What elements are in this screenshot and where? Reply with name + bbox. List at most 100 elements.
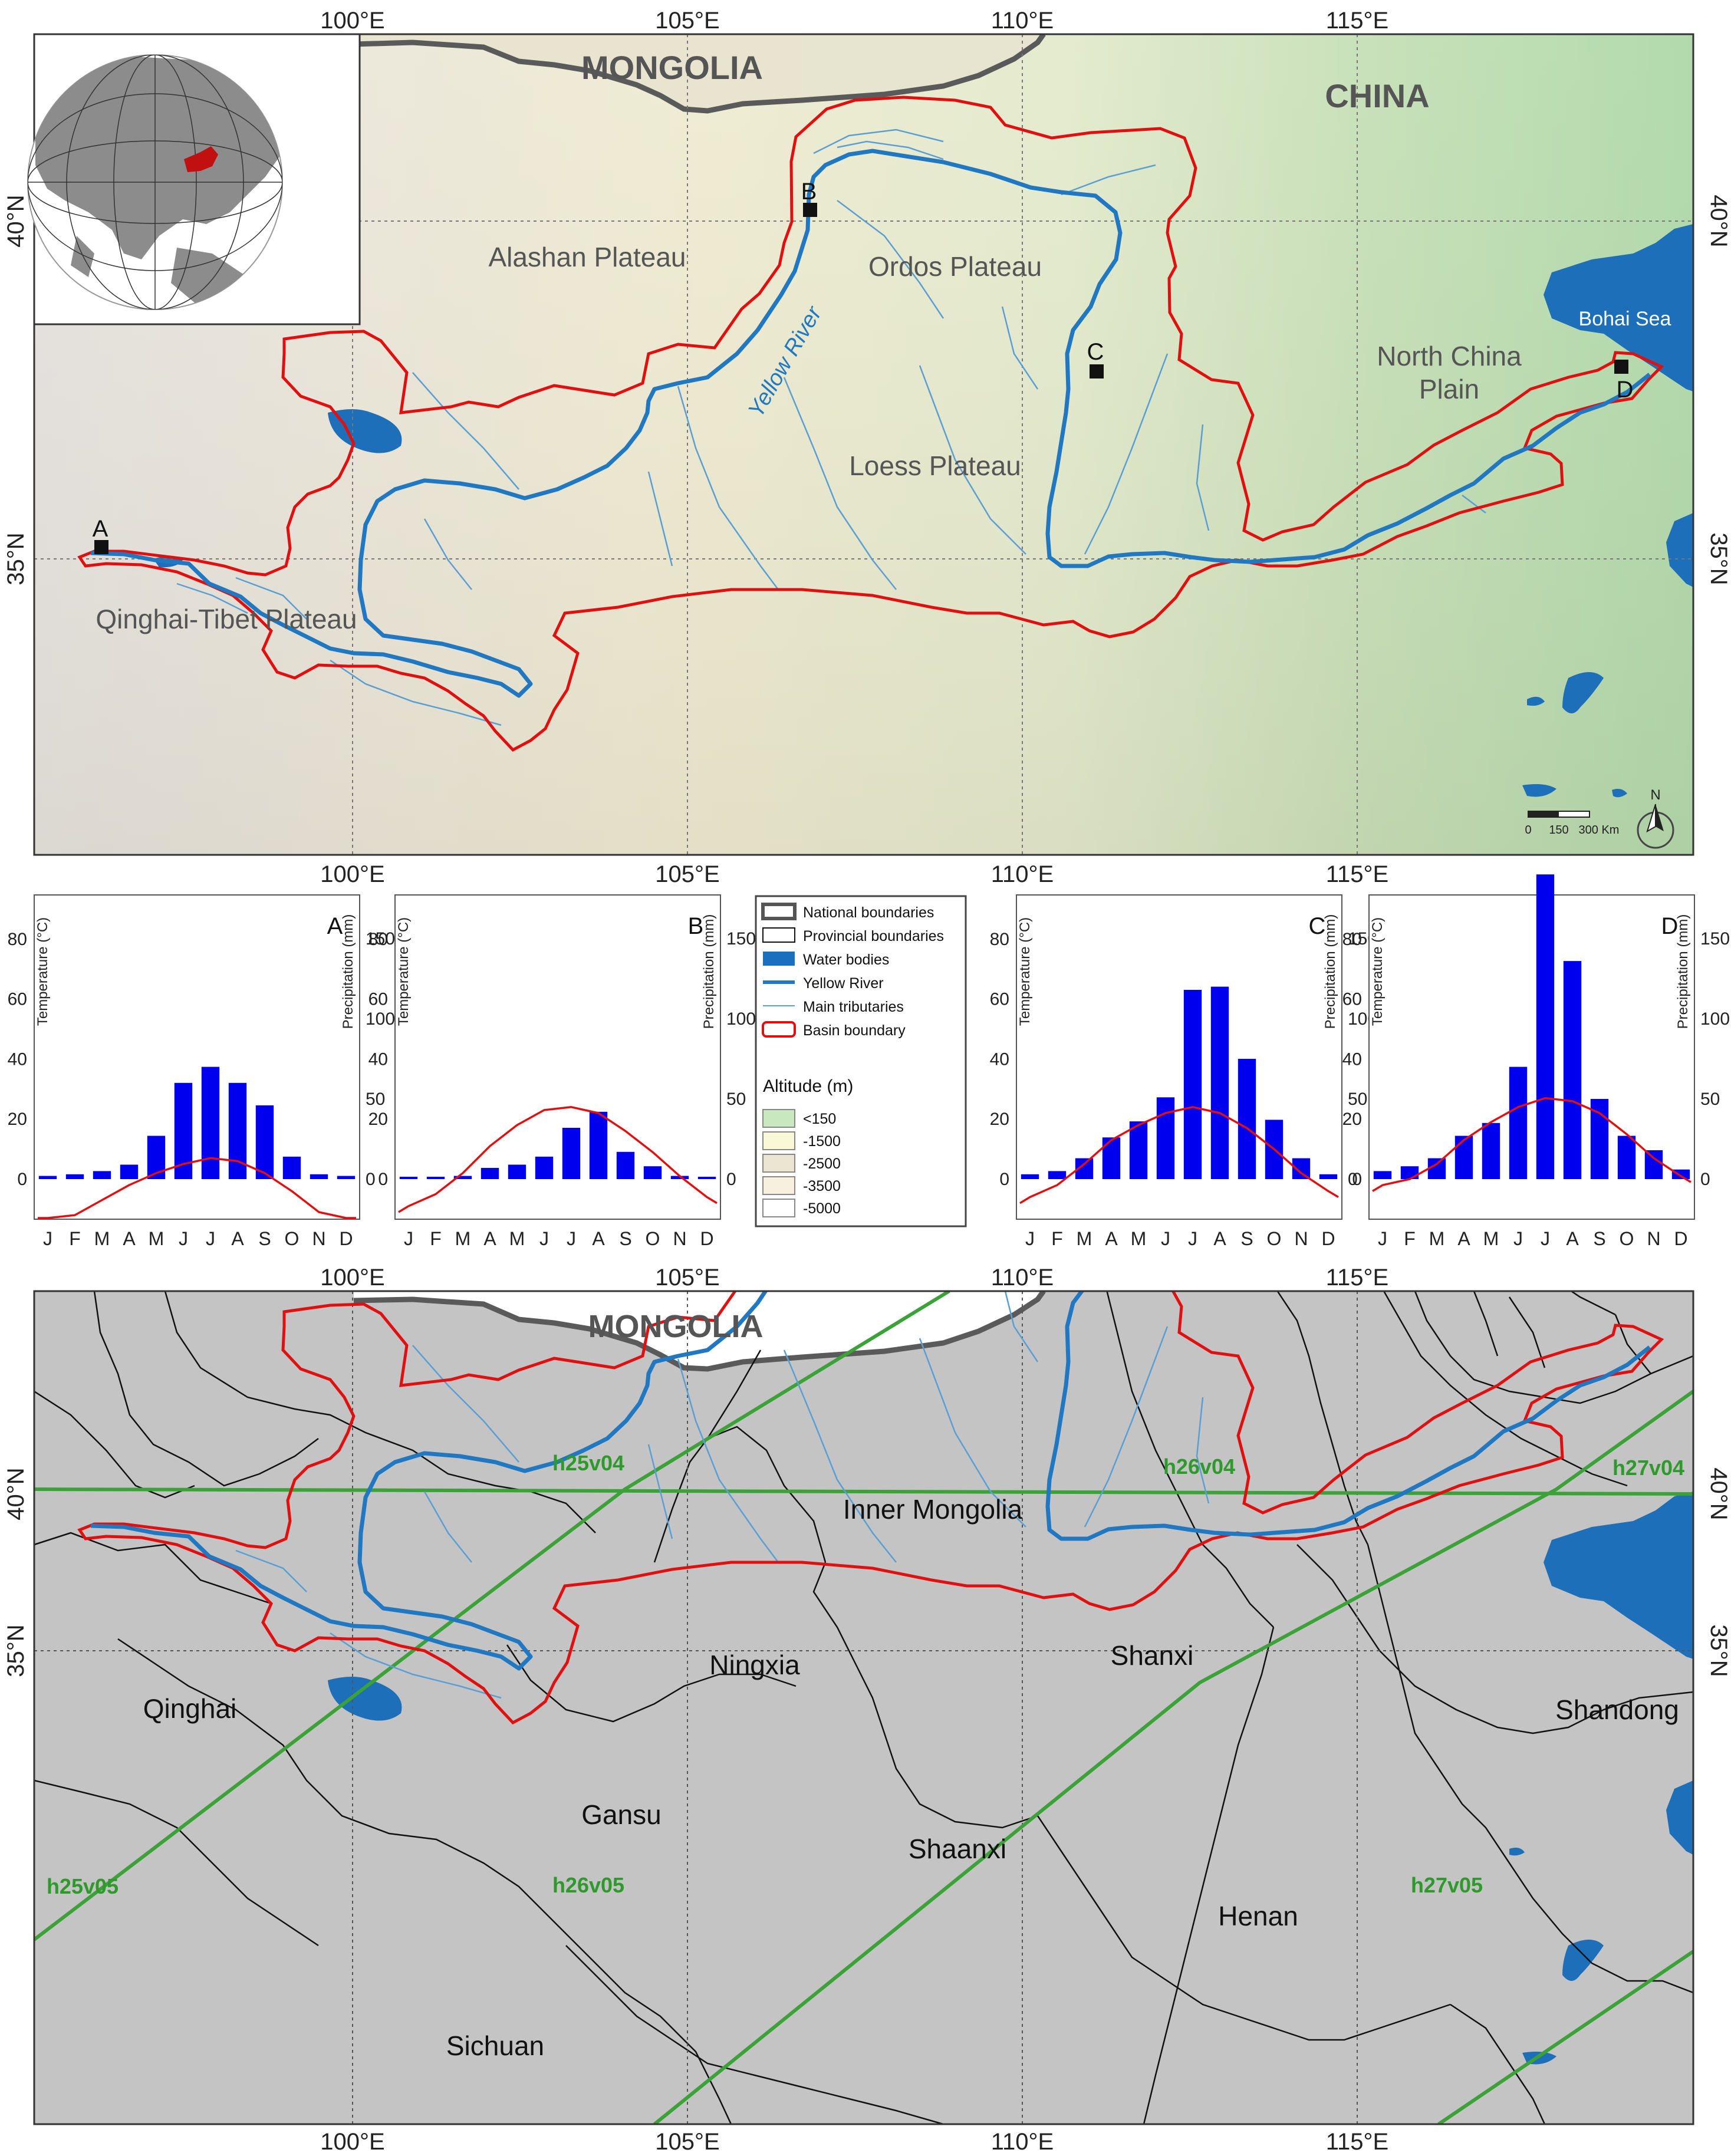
precipitation-tick: 150 (366, 929, 395, 949)
lon-tick: 115°E (1326, 861, 1388, 887)
north-arrow-icon: N (1637, 787, 1674, 849)
precipitation-bar (1644, 1150, 1663, 1179)
legend-label: -1500 (803, 1133, 841, 1150)
month-tick: O (1620, 1228, 1634, 1249)
lat-tick: 40°N (1706, 195, 1731, 247)
country-label-china: CHINA (1325, 77, 1429, 114)
temperature-tick: 0 (1352, 1170, 1362, 1189)
bohai-sea (1544, 224, 1693, 391)
precipitation-bar (697, 1177, 716, 1179)
lat-tick: 40°N (3, 1467, 29, 1520)
month-tick: J (1188, 1228, 1197, 1249)
precipitation-tick: 100 (366, 1009, 395, 1029)
national-boundary (353, 34, 1046, 114)
temperature-tick: 40 (368, 1049, 388, 1069)
chart-frame (1016, 894, 1342, 1220)
precipitation-bar (1183, 990, 1202, 1179)
temperature-tick: 20 (1342, 1110, 1362, 1129)
temperature-tick: 60 (1342, 990, 1362, 1009)
lon-tick: 110°E (991, 2129, 1054, 2155)
precipitation-bar (643, 1166, 662, 1179)
temperature-tick: 60 (368, 990, 388, 1009)
temperature-tick: 80 (8, 930, 27, 949)
chart-title: A (327, 913, 343, 939)
locator-globe (27, 33, 361, 325)
main-tributaries (176, 129, 1486, 726)
region-label: Plain (1419, 374, 1479, 404)
scale-tick: 0 (1525, 824, 1531, 837)
month-tick: S (1593, 1228, 1605, 1249)
station-markers: A B C D (93, 179, 1634, 554)
legend-swatch-basin (762, 1021, 796, 1038)
month-tick: M (1077, 1228, 1092, 1249)
precipitation-bar (1238, 1059, 1256, 1179)
qinghai-lake (328, 409, 402, 453)
precipitation-tick: 50 (1348, 1089, 1367, 1109)
month-tick: F (1051, 1228, 1063, 1249)
month-tick: O (285, 1228, 300, 1249)
lon-tick: 100°E (320, 861, 384, 887)
province-label: Inner Mongolia (843, 1494, 1023, 1525)
temperature-axis-label: Temperature (°C) (1370, 917, 1386, 1026)
month-tick: M (149, 1228, 164, 1249)
month-tick: A (592, 1228, 605, 1249)
month-tick: F (69, 1228, 81, 1249)
lon-tick: 105°E (655, 861, 719, 887)
qinghai-lake (328, 1677, 402, 1721)
temperature-tick: 20 (990, 1110, 1009, 1129)
precipitation-bar (1129, 1121, 1148, 1179)
month-tick: A (123, 1228, 136, 1249)
sea-label: Bohai Sea (1579, 308, 1671, 330)
precipitation-tick: 100 (1700, 1009, 1730, 1029)
precipitation-bar (310, 1174, 328, 1179)
temperature-tick: 80 (368, 930, 388, 949)
precipitation-tick: 100 (726, 1009, 756, 1029)
lon-tick: 100°E (320, 2129, 384, 2155)
precipitation-tick: 0 (726, 1170, 736, 1189)
month-tick: O (1267, 1228, 1282, 1249)
legend-swatch-national (761, 903, 797, 920)
precipitation-bar (426, 1177, 445, 1179)
chart-frame (394, 894, 721, 1220)
precipitation-bar (282, 1156, 301, 1179)
lon-tick: 115°E (1326, 8, 1388, 34)
precipitation-bar (616, 1151, 635, 1179)
month-tick: M (94, 1228, 110, 1249)
precipitation-bar (255, 1105, 274, 1179)
legend-label: Basin boundary (803, 1022, 906, 1039)
region-label: Ordos Plateau (868, 251, 1042, 282)
month-tick: M (1483, 1228, 1499, 1249)
precipitation-tick: 150 (726, 929, 756, 949)
lon-tick: 100°E (320, 1265, 384, 1291)
month-tick: J (1541, 1228, 1550, 1249)
precipitation-bar (120, 1164, 139, 1179)
province-label: Shandong (1555, 1694, 1679, 1725)
month-tick: J (1513, 1228, 1523, 1249)
month-tick: O (646, 1228, 660, 1249)
month-tick: J (567, 1228, 576, 1249)
temperature-line (1372, 1097, 1691, 1192)
station-label: D (1617, 377, 1634, 403)
precipitation-bar (1400, 1166, 1419, 1179)
chart-frame (34, 894, 360, 1220)
country-label-mongolia: MONGOLIA (581, 49, 763, 86)
precipitation-tick: 0 (1700, 1170, 1710, 1189)
month-tick: D (339, 1228, 353, 1249)
legend-label: National boundaries (803, 904, 934, 921)
lat-tick: 40°N (1706, 1467, 1731, 1520)
precipitation-bar (1536, 874, 1555, 1179)
month-tick: N (312, 1228, 325, 1249)
precipitation-axis-label: Precipitation (mm) (701, 914, 717, 1029)
legend-label: Main tributaries (803, 999, 904, 1015)
legend-label: Yellow River (803, 975, 884, 992)
month-tick: M (509, 1228, 525, 1249)
precipitation-bar (1617, 1135, 1636, 1179)
precipitation-tick: 0 (366, 1170, 376, 1189)
north-label: N (1650, 787, 1660, 803)
lon-tick: 100°E (320, 8, 384, 34)
precipitation-bar (1210, 986, 1229, 1179)
